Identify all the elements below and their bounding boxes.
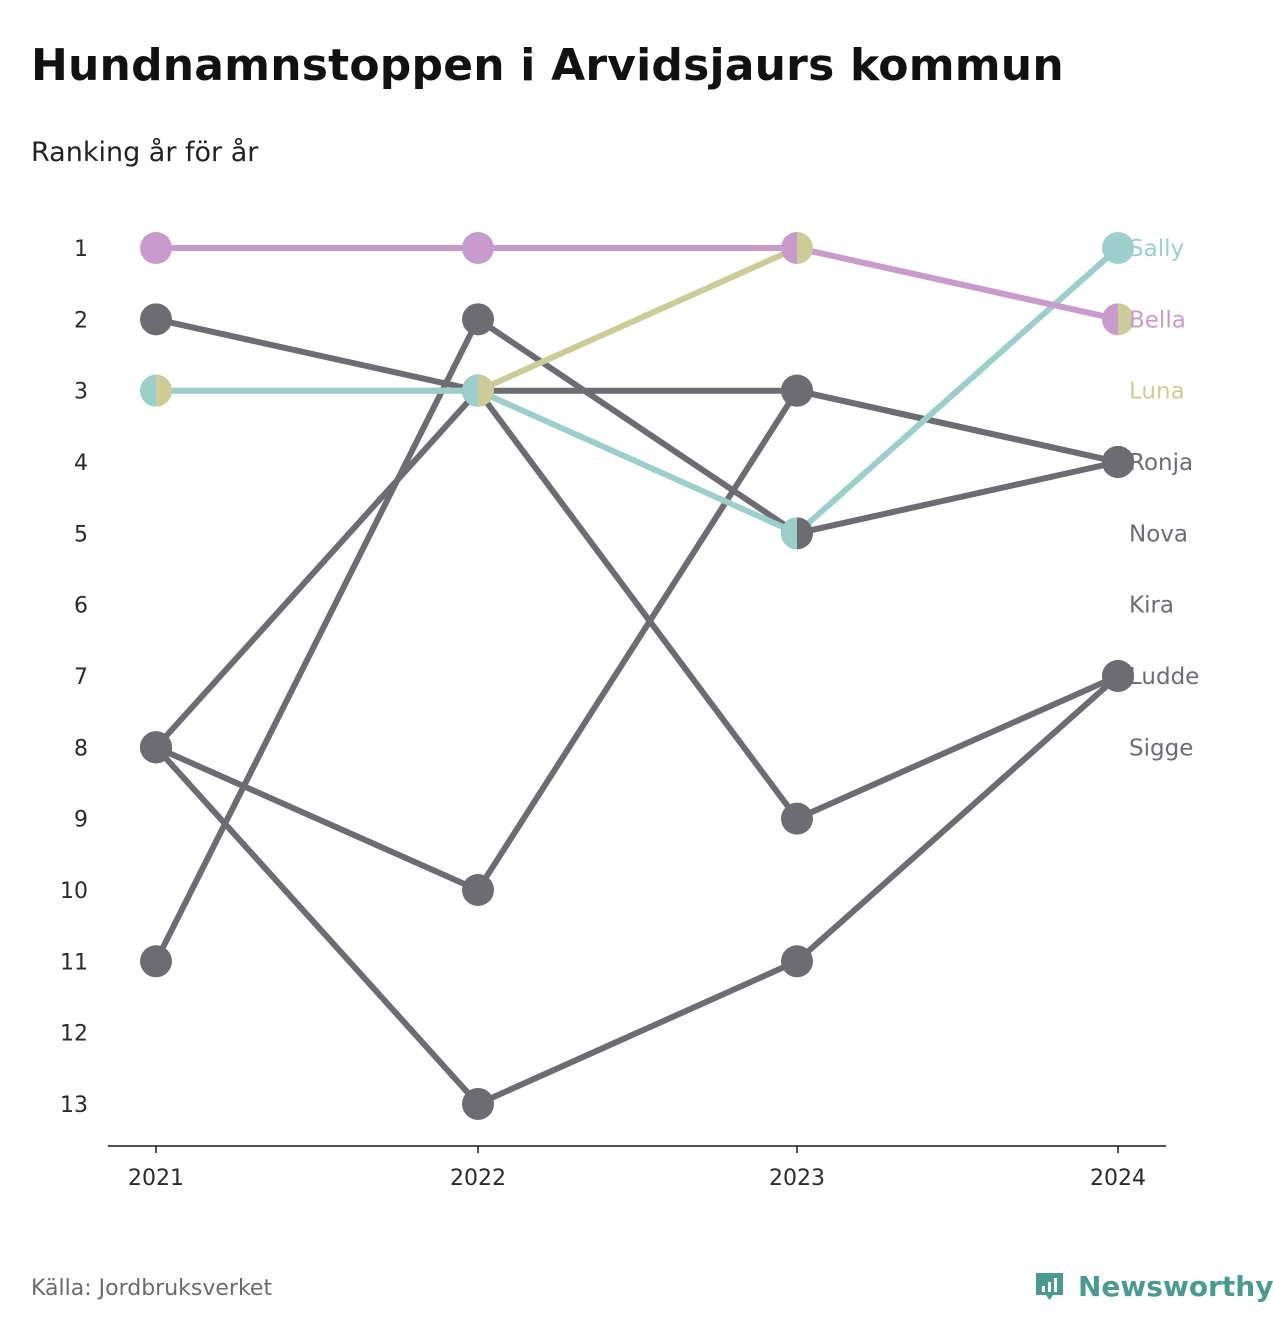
x-tick-label: 2022: [450, 1166, 506, 1191]
point-bella-2023: [781, 232, 797, 264]
x-axis: 2021 2022 2023 2024: [108, 1145, 1166, 1191]
chart-subtitle: Ranking år för år: [31, 137, 259, 168]
y-tick-label: 10: [60, 879, 88, 904]
y-tick-label: 8: [74, 736, 88, 761]
series-line-ludde: [153, 673, 1121, 1107]
series-line-sally: [153, 245, 1121, 537]
series-line-sigge: [153, 387, 1121, 822]
series-points: [140, 232, 1134, 1120]
series-line-luna: [153, 245, 1121, 394]
x-tick-label: 2021: [128, 1166, 184, 1191]
source-note: Källa: Jordbruksverket: [31, 1276, 273, 1301]
series-label-sigge: Sigge: [1129, 735, 1193, 761]
series-line-nova: [153, 316, 1121, 965]
y-tick-label: 1: [74, 237, 88, 262]
series-label-bella: Bella: [1129, 307, 1186, 333]
y-tick-label: 9: [74, 808, 88, 833]
y-tick-label: 2: [74, 308, 88, 333]
y-tick-label: 6: [74, 594, 88, 619]
series-lines: [153, 245, 1121, 1107]
series-label-nova: Nova: [1129, 521, 1188, 547]
y-tick-label: 7: [74, 665, 88, 690]
newsworthy-logo-icon: [1036, 1273, 1063, 1300]
point-sally-2021: [140, 374, 156, 407]
point-luna-2024: [1118, 303, 1134, 336]
point-kira-2024: [1102, 445, 1134, 478]
x-tick-label: 2024: [1090, 1166, 1146, 1191]
series-label-luna: Luna: [1129, 379, 1185, 405]
brand-logo[interactable]: Newsworthy: [1033, 1270, 1273, 1303]
point-luna-2022: [478, 374, 494, 407]
point-bella-2021: [140, 232, 172, 264]
y-tick-label: 5: [74, 522, 88, 547]
y-tick-label: 3: [74, 380, 88, 405]
point-sally-2023: [781, 517, 797, 550]
point-sigge-2021: [140, 731, 172, 764]
y-tick-label: 4: [74, 451, 88, 476]
point-luna-2023: [797, 232, 813, 264]
point-bella-2022: [462, 232, 494, 264]
series-label-ronja: Ronja: [1129, 450, 1193, 476]
point-ronja-2021: [140, 303, 172, 336]
brand-name: Newsworthy: [1078, 1270, 1273, 1303]
point-kira-2023: [781, 374, 813, 407]
series-label-ludde: Ludde: [1129, 664, 1199, 690]
series-line-kira: [153, 387, 1121, 893]
x-tick-label: 2023: [769, 1166, 825, 1191]
point-sigge-2024: [1102, 659, 1134, 692]
series-label-kira: Kira: [1129, 593, 1174, 619]
y-tick-label: 11: [60, 950, 88, 975]
series-label-sally: Sally: [1129, 236, 1184, 262]
point-nova-2022: [462, 303, 494, 336]
point-ludde-2023: [781, 945, 813, 978]
point-ludde-2022: [462, 1087, 494, 1120]
point-luna-2021: [156, 374, 172, 407]
point-nova-2021: [140, 945, 172, 978]
y-tick-label: 13: [60, 1093, 88, 1118]
series-end-labels: Sally Bella Luna Ronja Nova Kira Ludde Sigge: [1129, 236, 1199, 761]
point-sigge-2023: [781, 802, 813, 835]
point-kira-2022: [462, 873, 494, 906]
series-line-bella: [153, 245, 1121, 323]
point-sally-2022: [462, 374, 478, 407]
point-sally-2024: [1102, 232, 1134, 264]
y-tick-label: 12: [60, 1022, 88, 1047]
chart-title: Hundnamnstoppen i Arvidsjaurs kommun: [31, 40, 1064, 91]
point-bella-2024: [1102, 303, 1118, 336]
